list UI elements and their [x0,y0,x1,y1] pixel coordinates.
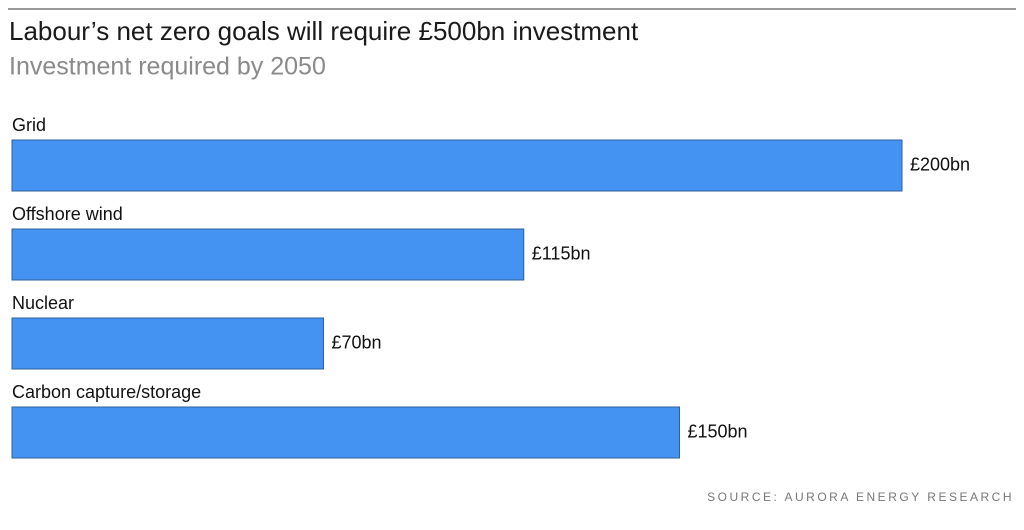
bar [11,406,680,459]
bar [11,228,525,281]
category-label: Nuclear [12,293,74,313]
source-note: SOURCE: AURORA ENERGY RESEARCH [707,490,1014,504]
value-label: £200bn [910,154,970,174]
category-label: Carbon capture/storage [12,382,201,402]
category-label: Grid [12,115,46,135]
value-label: £70bn [332,332,382,352]
value-label: £150bn [688,421,748,441]
category-label: Offshore wind [12,204,123,224]
bar [11,317,324,370]
chart-subtitle: Investment required by 2050 [9,53,326,81]
value-label: £115bn [532,243,591,263]
bar [11,139,903,192]
chart-title: Labour’s net zero goals will require £50… [9,16,639,46]
